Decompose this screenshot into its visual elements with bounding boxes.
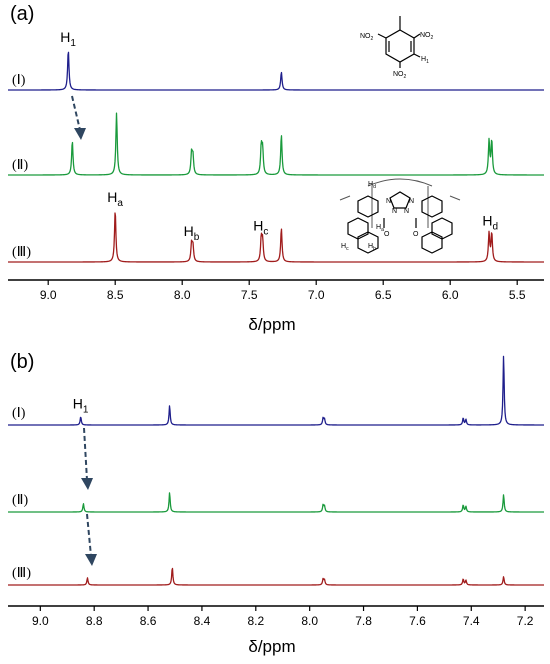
spectrum-trace-2 [7, 112, 545, 176]
peak-annotation-Ha: Ha [107, 189, 123, 209]
host-ha-label: Ha [376, 224, 384, 233]
trace-label-2: (Ⅱ) [12, 493, 29, 508]
spectrum-trace-1 [7, 51, 545, 91]
panel-a-x-label: δ/ppm [248, 315, 295, 334]
x-tick-label: 9.0 [40, 288, 57, 302]
host-n4-label: N [404, 208, 409, 215]
host-hd-label: Hd [368, 181, 376, 190]
panel-a-trace-labels: (Ⅰ) (Ⅱ) (Ⅲ) [12, 73, 31, 260]
x-tick-label: 5.5 [509, 288, 526, 302]
x-tick-label: 7.8 [355, 614, 372, 628]
peak-annotation-Hd: Hd [482, 212, 498, 232]
host-n2-label: N [409, 198, 414, 205]
guest-molecule-structure: NO2 NO2 NO2 H1 [360, 16, 434, 80]
x-tick-label: 8.6 [140, 614, 157, 628]
host-hb-label: Hb [368, 243, 376, 252]
host-n1-label: N [386, 198, 391, 205]
host-hc-label: Hc [341, 243, 349, 252]
peak-annotation-Hc: Hc [253, 218, 268, 238]
peak-annotation-H1: H1 [73, 396, 89, 416]
x-tick-label: 7.5 [241, 288, 258, 302]
panel-b-spectra [7, 355, 545, 586]
spectrum-trace-3 [7, 567, 545, 586]
panel-b-x-ticks: 9.0 8.8 8.6 8.4 8.2 8.0 7.8 7.6 7.4 7.2 [32, 606, 534, 628]
x-tick-label: 7.2 [517, 614, 534, 628]
guest-no2-right: NO2 [420, 32, 434, 41]
guest-h1-label: H1 [421, 56, 429, 65]
x-tick-label: 6.5 [375, 288, 392, 302]
spectrum-trace-1 [7, 355, 545, 426]
trace-label-3: (Ⅲ) [12, 245, 31, 260]
panel-a: (a) 9.0 8.5 8.0 7.5 7.0 6.5 6.0 5.5 (Ⅰ) (Ⅱ) (Ⅲ) H… [7, 3, 545, 334]
spectrum-trace-3 [7, 212, 545, 263]
x-tick-label: 8.0 [174, 288, 191, 302]
x-tick-label: 8.2 [247, 614, 264, 628]
panel-a-peak-annotations: H1 Ha Hb Hc Hd [60, 29, 498, 243]
x-tick-label: 6.0 [442, 288, 459, 302]
trace-label-1: (Ⅰ) [12, 73, 26, 88]
host-o1-label: O [384, 231, 390, 238]
peak-annotation-H1: H1 [60, 29, 76, 49]
x-tick-label: 7.6 [409, 614, 426, 628]
x-tick-label: 7.0 [308, 288, 325, 302]
peak-annotation-Hb: Hb [184, 223, 200, 243]
panel-b-shift-arrow-2 [85, 513, 97, 566]
x-tick-label: 8.0 [301, 614, 318, 628]
trace-label-3: (Ⅲ) [12, 566, 31, 581]
trace-label-2: (Ⅱ) [12, 158, 29, 173]
x-tick-label: 8.5 [107, 288, 124, 302]
panel-a-x-ticks: 9.0 8.5 8.0 7.5 7.0 6.5 6.0 5.5 [40, 280, 526, 302]
host-molecule-structure: Hd Ha Hc Hb N N N N O O [339, 178, 461, 254]
host-n3-label: N [392, 208, 397, 215]
panel-a-label: (a) [10, 3, 34, 25]
panel-b: (b) 9.0 8.8 8.6 8.4 8.2 8.0 7.8 7.6 7.4 7.2 (Ⅰ) (Ⅱ… [7, 351, 545, 656]
x-tick-label: 9.0 [32, 614, 49, 628]
panel-b-peak-annotations: H1 [73, 396, 89, 416]
x-tick-label: 8.4 [194, 614, 211, 628]
panel-b-label: (b) [10, 351, 34, 373]
host-o2-label: O [413, 231, 419, 238]
panel-b-shift-arrow-1 [81, 427, 93, 490]
panel-a-spectra [7, 51, 545, 263]
x-tick-label: 8.8 [86, 614, 103, 628]
spectrum-trace-2 [7, 492, 545, 513]
panel-b-trace-labels: (Ⅰ) (Ⅱ) (Ⅲ) [12, 406, 31, 581]
panel-b-x-label: δ/ppm [248, 637, 295, 656]
guest-no2-bottom: NO2 [393, 71, 407, 80]
x-tick-label: 7.4 [463, 614, 480, 628]
panel-a-shift-arrow [71, 95, 86, 140]
trace-label-1: (Ⅰ) [12, 406, 26, 421]
guest-no2-left: NO2 [360, 33, 374, 42]
